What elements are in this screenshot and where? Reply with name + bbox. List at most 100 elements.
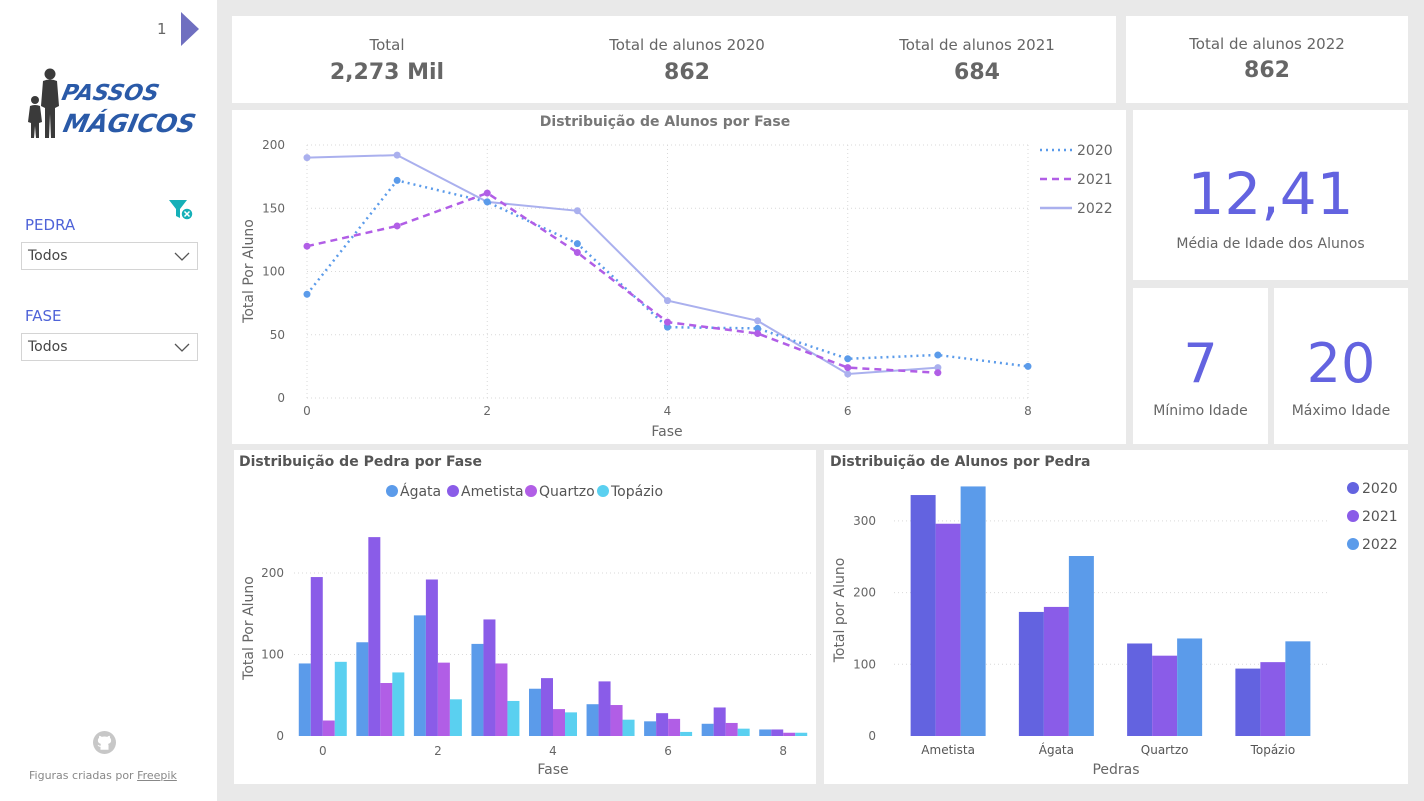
bar <box>680 731 693 736</box>
bar <box>1285 641 1311 736</box>
bar <box>413 615 426 736</box>
page-number: 1 <box>157 20 167 38</box>
y-axis-label: Total Por Aluno <box>241 219 257 324</box>
bar <box>1152 655 1178 736</box>
data-point <box>934 351 942 359</box>
next-page-arrow-icon[interactable] <box>181 12 199 46</box>
y-tick-label: 100 <box>262 265 285 279</box>
line-chart-card: Distribuição de Alunos por Fase 0 50 100 150… <box>232 110 1126 444</box>
max-age-value: 20 <box>1306 332 1376 395</box>
x-tick-label: Quartzo <box>1141 743 1189 757</box>
bar <box>713 707 726 736</box>
data-point <box>573 207 581 215</box>
kpi-title: Total <box>369 36 405 54</box>
bar <box>622 719 635 736</box>
x-tick-label: 4 <box>664 404 672 418</box>
data-point <box>303 154 311 162</box>
max-age-label: Máximo Idade <box>1291 403 1391 419</box>
fase-dropdown[interactable]: Todos <box>21 333 198 361</box>
bar <box>565 712 577 736</box>
data-point <box>483 198 491 206</box>
x-axis-label: Fase <box>651 424 682 440</box>
pedra-dropdown-value: Todos <box>28 248 68 264</box>
y-tick-label: 0 <box>277 391 285 405</box>
bar <box>1043 606 1069 736</box>
bar <box>1260 662 1286 736</box>
bar-chart-fase-card: Distribuição de Pedra por Fase Ágata Ameti… <box>234 450 816 784</box>
series-line-2021 <box>306 191 938 374</box>
chevron-down-icon <box>174 252 190 261</box>
legend-label: 2021 <box>1362 509 1398 525</box>
y-tick-label: 0 <box>276 729 284 743</box>
min-age-card: 7 Mínimo Idade <box>1133 288 1268 444</box>
y-tick-label: 200 <box>262 138 285 152</box>
x-tick-label: 4 <box>549 744 557 758</box>
data-point <box>844 355 852 363</box>
x-tick-label: 6 <box>844 404 852 418</box>
bar <box>960 486 986 736</box>
legend-label: Quartzo <box>539 484 595 500</box>
y-tick-label: 200 <box>261 566 284 580</box>
y-tick-label: 100 <box>261 647 284 661</box>
series-line-2022 <box>306 154 938 375</box>
kpi-2022: Total de alunos 2022 862 <box>1126 16 1408 103</box>
x-tick-label: 0 <box>303 404 311 418</box>
logo-text-top: PASSOS <box>60 80 162 106</box>
y-tick-label: 0 <box>868 729 876 743</box>
mean-age-value: 12,41 <box>1187 160 1354 228</box>
bar <box>310 577 323 736</box>
bar <box>471 643 484 736</box>
bar <box>610 705 623 736</box>
legend-label: 2022 <box>1077 201 1113 217</box>
logo-text-bottom: MÁGICOS <box>61 109 199 138</box>
bar <box>334 661 347 736</box>
freepik-link[interactable]: Freepik <box>137 769 177 782</box>
kpi-value: 684 <box>954 60 1000 85</box>
bar <box>668 718 681 736</box>
kpi-2020: Total de alunos 2020 862 <box>592 16 782 103</box>
x-tick-label: 0 <box>319 744 327 758</box>
chart-title: Distribuição de Pedra por Fase <box>239 454 482 470</box>
data-point <box>664 318 671 326</box>
bar <box>910 495 936 736</box>
legend-dot <box>1347 510 1359 522</box>
pedra-dropdown[interactable]: Todos <box>21 242 198 270</box>
bar <box>771 729 784 736</box>
data-point <box>844 364 852 372</box>
chart-title: Distribuição de Alunos por Pedra <box>830 454 1091 470</box>
bar <box>1068 555 1094 736</box>
clear-filter-icon[interactable] <box>167 198 195 222</box>
x-tick-label: Ametista <box>921 743 975 757</box>
bar <box>541 678 553 736</box>
y-tick-label: 150 <box>262 201 285 215</box>
bar <box>356 642 369 736</box>
x-axis-label: Pedras <box>1092 762 1139 778</box>
x-tick-label: 8 <box>779 744 787 758</box>
bar <box>425 579 438 736</box>
data-point <box>934 369 942 377</box>
legend-label: 2020 <box>1077 143 1113 159</box>
github-icon[interactable] <box>93 731 116 754</box>
x-tick-label: 2 <box>483 404 491 418</box>
data-point <box>393 222 401 230</box>
sidebar: 1 PASSOS MÁGICOS PEDRA Todos FASE Todos … <box>0 0 217 801</box>
data-point <box>303 242 311 250</box>
x-axis-label: Fase <box>537 762 568 778</box>
legend-dot <box>1347 482 1359 494</box>
data-point <box>393 176 401 184</box>
data-point <box>934 364 942 372</box>
bar-chart-fase: Distribuição de Pedra por Fase Ágata Ameti… <box>239 454 812 778</box>
bar <box>529 688 541 736</box>
bar <box>656 713 669 736</box>
legend-label: Topázio <box>610 484 663 500</box>
legend-label: 2020 <box>1362 481 1398 497</box>
bar <box>644 721 657 736</box>
y-tick-label: 300 <box>853 514 876 528</box>
bar <box>1018 611 1044 736</box>
x-tick-label: 2 <box>434 744 442 758</box>
kpi-title: Total de alunos 2022 <box>1189 35 1345 53</box>
max-age-card: 20 Máximo Idade <box>1274 288 1408 444</box>
x-tick-label: 8 <box>1024 404 1032 418</box>
bar <box>437 662 450 736</box>
pedra-slicer-label: PEDRA <box>25 216 76 234</box>
